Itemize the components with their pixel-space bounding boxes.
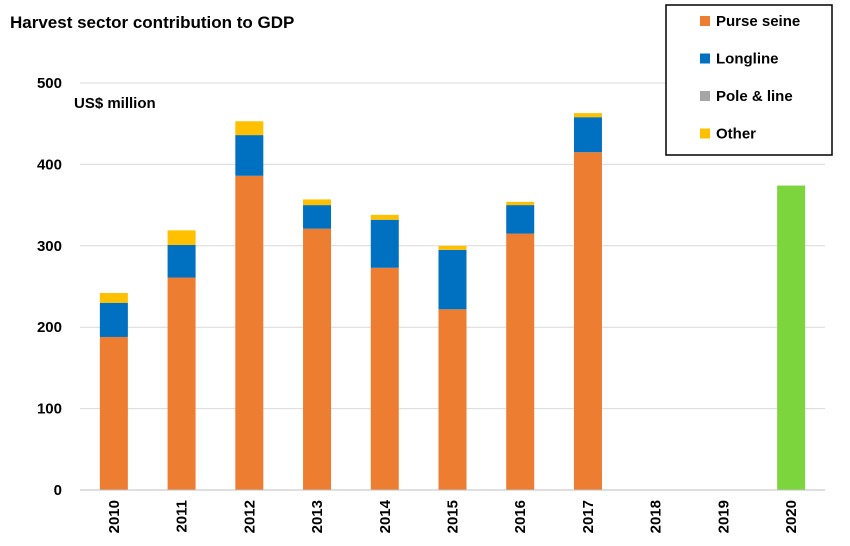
- bar-segment-purse-seine: [235, 175, 264, 490]
- x-tick-label: 2018: [648, 500, 665, 533]
- y-tick-label: 100: [37, 401, 62, 418]
- legend-swatch: [700, 91, 710, 101]
- chart-title: Harvest sector contribution to GDP: [10, 13, 294, 32]
- bar-segment-purse-seine: [506, 233, 535, 490]
- x-tick-label: 2015: [445, 500, 462, 533]
- x-axis-ticks: 2010 2011 2012 2013 2014 2015 2016 2017 2018 2019…: [106, 499, 800, 533]
- x-tick-label: 2013: [309, 500, 326, 533]
- bar-segment-longline: [303, 205, 332, 229]
- x-tick-label: 2016: [512, 500, 529, 533]
- x-tick-label: 2011: [174, 500, 191, 533]
- legend-box: [665, 4, 833, 156]
- bar-segment-other: [303, 199, 332, 206]
- x-tick-label: 2017: [580, 500, 597, 533]
- x-tick-label: 2019: [715, 500, 732, 533]
- bar-segment-other: [573, 113, 602, 118]
- bar-segment-other: [506, 201, 535, 206]
- bar-segment-other: [235, 121, 264, 136]
- y-tick-label: 200: [37, 319, 62, 336]
- legend: Purse seine Longline Pole & line Other: [665, 4, 833, 156]
- legend-label: Other: [716, 126, 756, 143]
- unit-label: US$ million: [74, 95, 156, 112]
- x-tick-label: 2010: [106, 500, 123, 533]
- bar-segment-purse-seine: [370, 267, 399, 490]
- bar-segment-purse-seine: [99, 336, 128, 490]
- bar-segment-longline: [235, 135, 264, 176]
- bar-segment-longline: [506, 205, 535, 234]
- bar-segment-purse-seine: [167, 277, 196, 490]
- bar-segment-purse-seine: [303, 228, 332, 490]
- x-tick-label: 2014: [377, 499, 394, 533]
- legend-swatch: [700, 53, 710, 64]
- bar-segment-purse-seine: [573, 152, 602, 490]
- bar-segment-purse-seine: [438, 309, 467, 490]
- bar-segment-longline: [438, 249, 467, 310]
- bars: [99, 113, 806, 490]
- bar-segment-longline: [167, 244, 196, 278]
- bar-segment-longline: [573, 117, 602, 153]
- bar-segment-other: [167, 230, 196, 245]
- legend-label: Purse seine: [716, 13, 800, 30]
- bar-segment-other: [99, 293, 128, 303]
- y-tick-label: 0: [54, 482, 62, 499]
- y-tick-label: 400: [37, 156, 62, 173]
- legend-label: Pole & line: [716, 88, 793, 105]
- legend-swatch: [700, 16, 710, 26]
- legend-swatch: [700, 128, 710, 139]
- bar-segment-longline: [99, 302, 128, 337]
- y-tick-label: 500: [37, 75, 62, 92]
- bar-segment-other: [370, 214, 399, 220]
- x-tick-label: 2012: [241, 500, 258, 533]
- legend-label: Longline: [716, 51, 779, 68]
- y-tick-label: 300: [37, 238, 62, 255]
- y-axis-ticks: 0 100 200 300 400 500: [37, 75, 62, 499]
- bar-segment-longline: [370, 219, 399, 268]
- x-tick-label: 2020: [783, 500, 800, 533]
- bar-segment-other: [438, 245, 467, 250]
- bar-projection: [777, 185, 806, 490]
